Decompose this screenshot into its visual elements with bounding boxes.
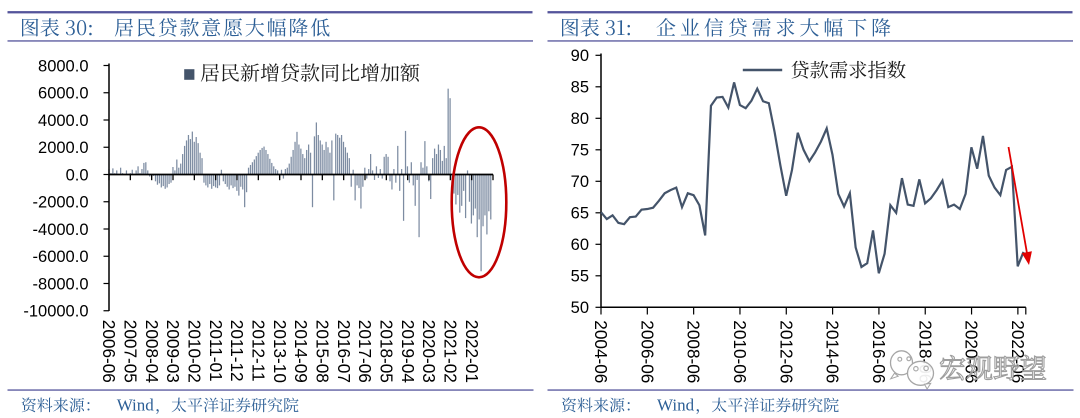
- svg-text:2018-05: 2018-05: [376, 320, 396, 383]
- svg-text:75: 75: [571, 142, 589, 160]
- svg-text:2014-06: 2014-06: [823, 320, 843, 383]
- svg-text:2006-06: 2006-06: [99, 320, 119, 383]
- svg-text:65: 65: [571, 205, 589, 223]
- svg-text:2014-09: 2014-09: [291, 320, 311, 383]
- svg-text:2010-02: 2010-02: [184, 320, 204, 383]
- svg-text:2006-06: 2006-06: [637, 320, 657, 383]
- svg-text:2016-07: 2016-07: [334, 320, 354, 383]
- svg-text:85: 85: [571, 79, 589, 97]
- svg-text:-2000.0: -2000.0: [33, 194, 89, 212]
- svg-text:2011-01: 2011-01: [206, 320, 226, 382]
- svg-text:70: 70: [571, 173, 589, 191]
- svg-text:-4000.0: -4000.0: [33, 221, 89, 239]
- svg-text:55: 55: [571, 268, 589, 286]
- svg-text:-6000.0: -6000.0: [33, 248, 89, 266]
- svg-text:6000.0: 6000.0: [38, 85, 88, 103]
- svg-text:2007-05: 2007-05: [120, 320, 140, 383]
- svg-text:2019-04: 2019-04: [398, 320, 418, 384]
- svg-text:Wind: Wind: [117, 396, 155, 415]
- svg-text:80: 80: [571, 110, 589, 128]
- svg-text:2009-03: 2009-03: [163, 320, 183, 383]
- svg-text:2010-06: 2010-06: [730, 320, 750, 383]
- svg-text:2022-01: 2022-01: [462, 320, 482, 383]
- svg-text:50: 50: [571, 299, 589, 317]
- svg-text:2021-02: 2021-02: [440, 320, 460, 383]
- svg-text:2000.0: 2000.0: [38, 139, 88, 157]
- svg-text:4000.0: 4000.0: [38, 112, 88, 130]
- svg-text:-8000.0: -8000.0: [33, 275, 89, 293]
- svg-text:0.0: 0.0: [66, 166, 89, 184]
- svg-text:8000.0: 8000.0: [38, 57, 88, 75]
- svg-text:2011-12: 2011-12: [227, 320, 247, 382]
- svg-text:2008-04: 2008-04: [142, 320, 162, 384]
- svg-text:2012-11: 2012-11: [248, 320, 268, 382]
- svg-text:2012-06: 2012-06: [776, 320, 796, 383]
- svg-text:2015-08: 2015-08: [312, 320, 332, 383]
- svg-text:2016-06: 2016-06: [869, 320, 889, 383]
- svg-text:2004-06: 2004-06: [591, 320, 611, 383]
- svg-text:2017-06: 2017-06: [355, 320, 375, 383]
- svg-text:-10000.0: -10000.0: [23, 303, 88, 321]
- svg-text:Wind: Wind: [657, 396, 695, 415]
- svg-text:2020-03: 2020-03: [419, 320, 439, 383]
- svg-text:2013-10: 2013-10: [270, 320, 290, 383]
- svg-text:2008-06: 2008-06: [684, 320, 704, 383]
- svg-text:2020-06: 2020-06: [962, 320, 982, 383]
- svg-text:90: 90: [571, 47, 589, 65]
- svg-text:60: 60: [571, 236, 589, 254]
